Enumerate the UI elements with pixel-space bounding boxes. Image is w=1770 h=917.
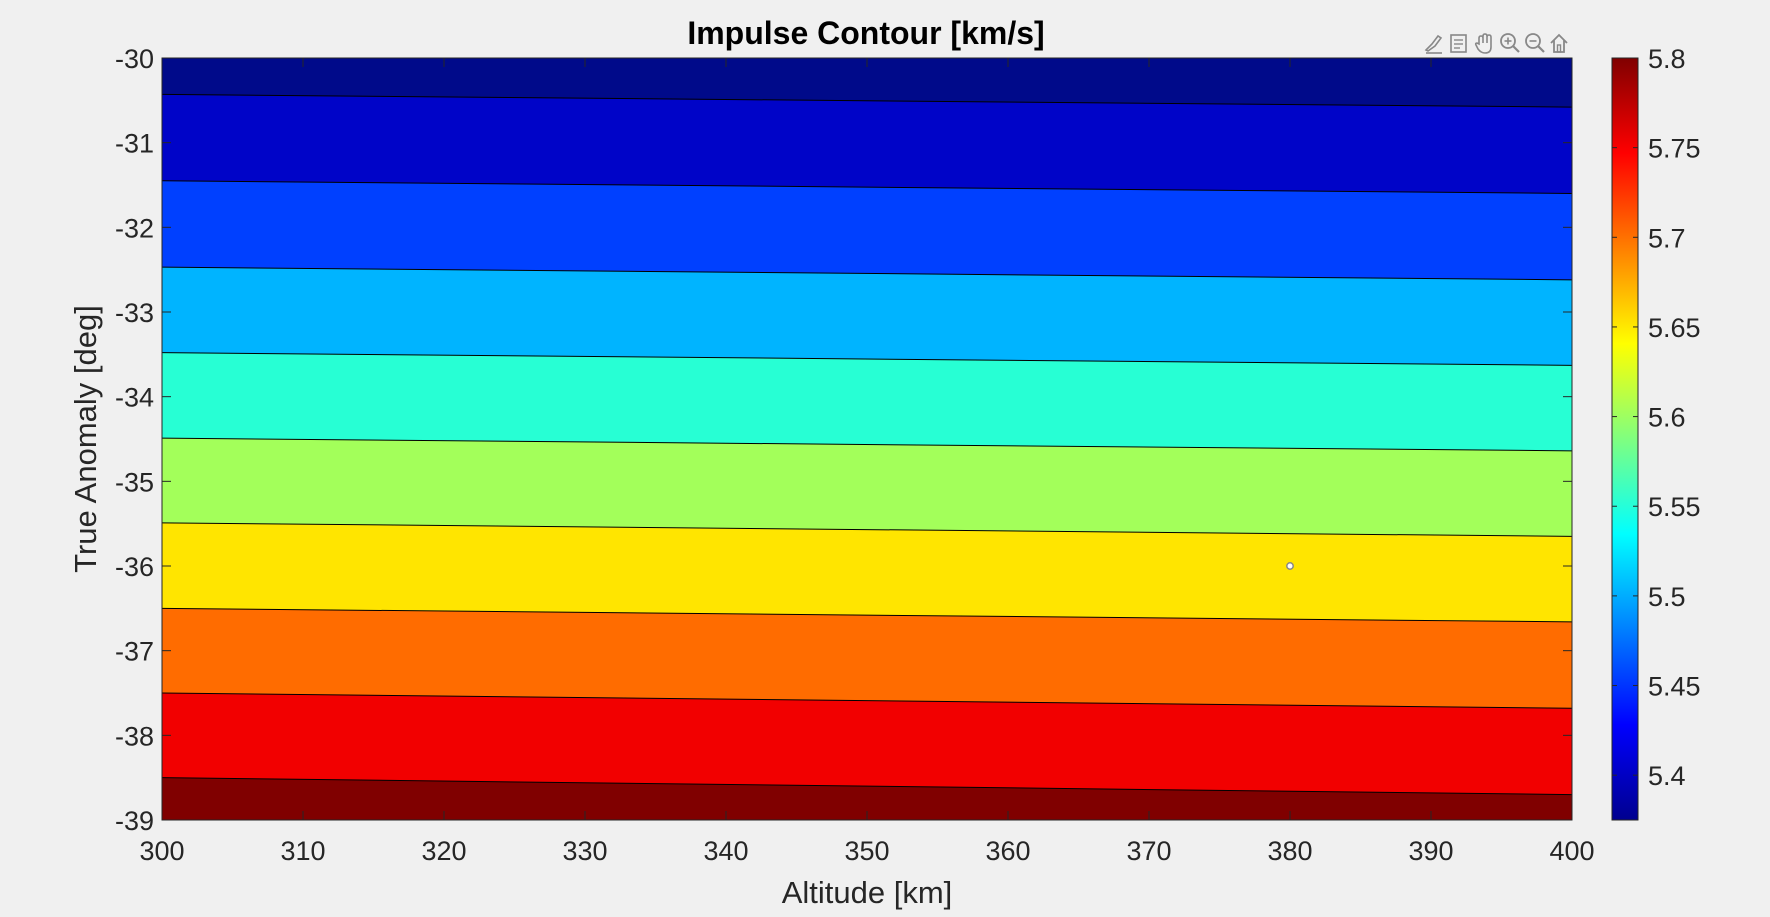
y-tick-label: -31 [115,129,154,159]
colorbar-gradient [1611,57,1639,821]
x-tick-label: 380 [1267,836,1312,866]
contour-band [162,522,1572,622]
contour-band [162,693,1572,795]
contour-lines [161,93,1573,796]
x-tick-label: 370 [1126,836,1171,866]
colorbar-tick-label: 5.4 [1648,761,1686,791]
contour-line [161,180,1573,194]
x-tick-label: 360 [985,836,1030,866]
axes-toolbar [1424,33,1568,54]
x-tick-label: 300 [139,836,184,866]
colorbar-tick-label: 5.75 [1648,134,1701,164]
y-tick-label: -38 [115,721,154,751]
x-tick-label: 330 [562,836,607,866]
y-axis-label: True Anomaly [deg] [68,305,103,573]
x-tick-label: 340 [703,836,748,866]
chart-title: Impulse Contour [km/s] [687,15,1044,51]
x-tick-label: 320 [421,836,466,866]
y-tick-label: -34 [115,383,154,413]
x-tick-label: 310 [280,836,325,866]
datatip-icon[interactable] [1450,34,1467,53]
colorbar-tick-label: 5.7 [1648,223,1686,253]
contour-line [161,692,1573,709]
colorbar: 5.4 5.45 5.5 5.55 5.6 5.65 5.7 5.75 5.8 [1611,44,1701,821]
colorbar-tick-label: 5.5 [1648,582,1686,612]
contour-band [162,438,1572,537]
colorbar-tick-label: 5.8 [1648,44,1686,74]
zoom-in-icon[interactable] [1500,33,1520,53]
y-tick-label: -35 [115,467,154,497]
contour-band [162,180,1572,280]
contour-band [162,58,1572,108]
x-tick-label: 350 [844,836,889,866]
y-tick-label: -36 [115,552,154,582]
x-axis-label: Altitude [km] [782,875,953,910]
contour-line [161,607,1573,623]
pan-hand-icon[interactable] [1474,33,1492,54]
contour-line [161,266,1573,281]
colorbar-tick-label: 5.45 [1648,672,1701,702]
zoom-out-icon[interactable] [1525,33,1545,53]
y-tick-label: -32 [115,213,154,243]
contour-line [161,777,1573,796]
y-tick-label: -30 [115,44,154,74]
contour-band [162,352,1572,451]
colorbar-tick-label: 5.6 [1648,403,1686,433]
x-tick-label: 400 [1549,836,1594,866]
contour-line [161,522,1573,537]
contour-bands [162,58,1572,820]
contour-line [161,437,1573,452]
contour-line [161,93,1573,108]
x-tick-label: 390 [1408,836,1453,866]
home-icon[interactable] [1550,33,1568,53]
colorbar-ticks: 5.4 5.45 5.5 5.55 5.6 5.65 5.7 5.75 5.8 [1612,44,1701,791]
x-axis-ticks: 300 310 320 330 340 350 360 370 380 390 400 [139,58,1595,866]
y-tick-label: -37 [115,637,154,667]
contour-band [162,608,1572,709]
data-marker[interactable] [1286,562,1294,570]
contour-band [162,94,1572,194]
y-tick-label: -39 [115,806,154,836]
brush-icon[interactable] [1424,34,1443,54]
colorbar-tick-label: 5.65 [1648,313,1701,343]
contour-band [162,777,1572,820]
colorbar-tick-label: 5.55 [1648,492,1701,522]
contour-line [161,352,1573,366]
contour-band [162,267,1572,366]
y-axis-ticks: -30 -31 -32 -33 -34 -35 -36 -37 -38 -39 [115,44,1572,836]
y-tick-label: -33 [115,298,154,328]
